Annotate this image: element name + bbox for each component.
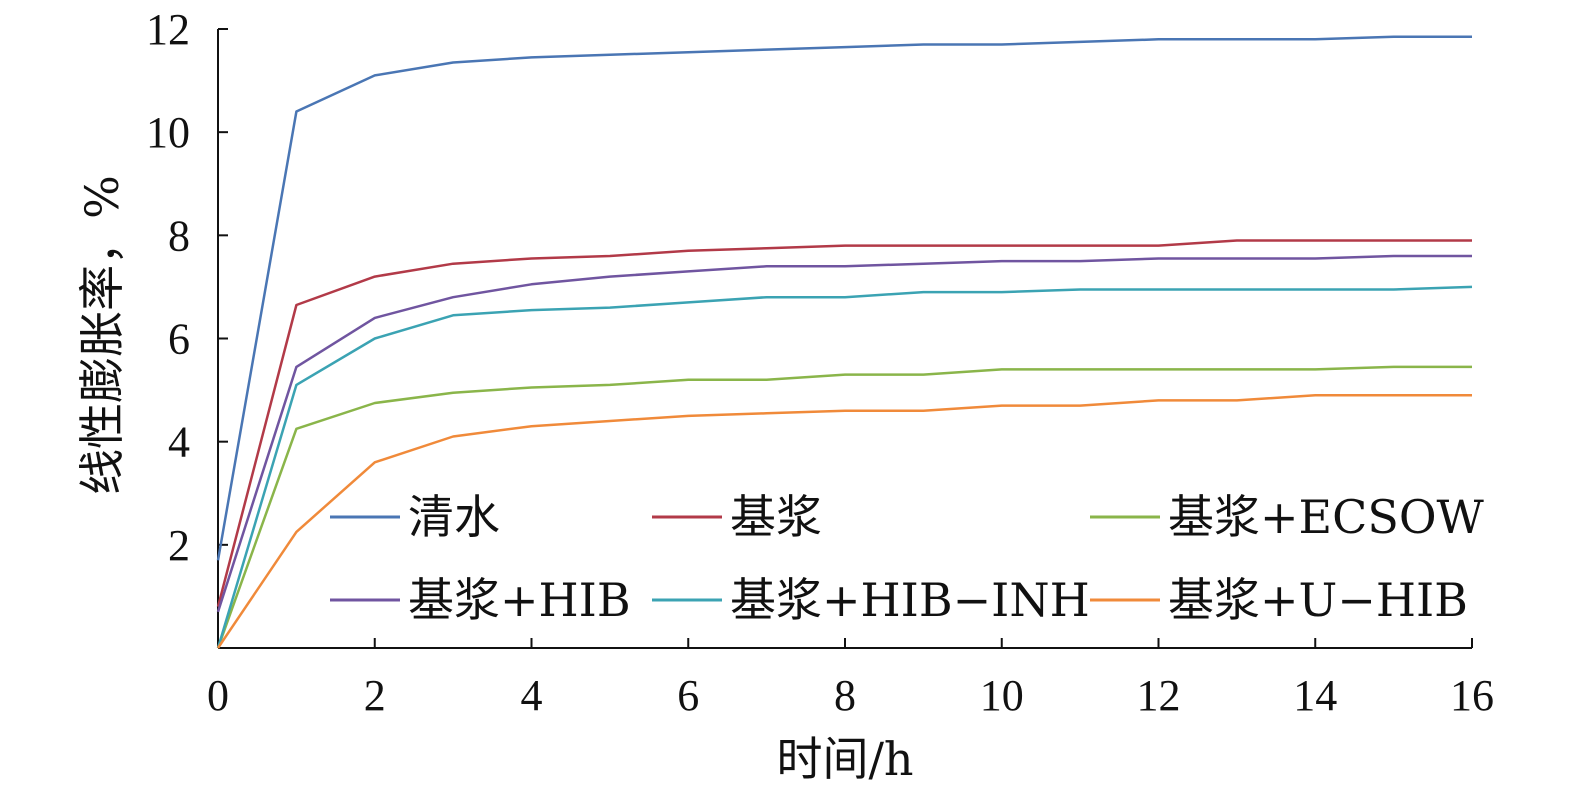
y-axis-title: 线性膨胀率，% — [75, 175, 129, 495]
legend-item: 基浆+HIB — [330, 573, 631, 627]
x-tick-label: 8 — [834, 671, 856, 720]
x-tick-label: 4 — [521, 671, 543, 720]
legend-label: 基浆+U−HIB — [1168, 573, 1468, 627]
y-tick-label: 6 — [168, 315, 190, 364]
legend-label: 基浆+HIB — [408, 573, 631, 627]
legend-label: 基浆+HIB−INH — [730, 573, 1090, 627]
legend-item: 基浆+HIB−INH — [652, 573, 1090, 627]
y-tick-label: 4 — [168, 418, 190, 467]
y-ticks: 2 4 6 8 10 12 — [146, 5, 228, 570]
legend-item: 清水 — [330, 490, 500, 544]
x-tick-label: 12 — [1137, 671, 1181, 720]
series-line-4 — [216, 285, 1473, 649]
series-line-1 — [216, 239, 1472, 608]
series-line-0 — [216, 35, 1472, 561]
series-line-3 — [216, 254, 1472, 613]
legend-label: 基浆 — [730, 490, 822, 544]
x-ticks: 0 2 4 6 8 10 12 14 16 — [207, 638, 1494, 720]
x-tick-label: 16 — [1450, 671, 1494, 720]
x-tick-label: 2 — [364, 671, 386, 720]
x-tick-label: 6 — [677, 671, 699, 720]
y-tick-label: 8 — [168, 211, 190, 260]
x-axis-title: 时间/h — [776, 732, 913, 786]
y-tick-label: 12 — [146, 5, 190, 54]
legend: 清水 基浆 基浆+ECSOW 基浆+HIB 基浆+HIB−INH 基浆+U−HIB — [330, 490, 1485, 627]
series-line-5 — [216, 393, 1472, 649]
x-tick-label: 10 — [980, 671, 1024, 720]
x-tick-label: 14 — [1293, 671, 1337, 720]
legend-label: 基浆+ECSOW — [1168, 490, 1485, 544]
legend-item: 基浆+U−HIB — [1090, 573, 1468, 627]
series-line-2 — [216, 365, 1472, 649]
axes: 0 2 4 6 8 10 12 14 16 2 4 6 8 10 12 — [146, 5, 1494, 720]
y-tick-label: 10 — [146, 108, 190, 157]
x-tick-label: 0 — [207, 671, 229, 720]
legend-item: 基浆+ECSOW — [1090, 490, 1485, 544]
series-lines — [216, 35, 1473, 649]
y-tick-label: 2 — [168, 521, 190, 570]
legend-item: 基浆 — [652, 490, 822, 544]
legend-label: 清水 — [408, 490, 500, 544]
